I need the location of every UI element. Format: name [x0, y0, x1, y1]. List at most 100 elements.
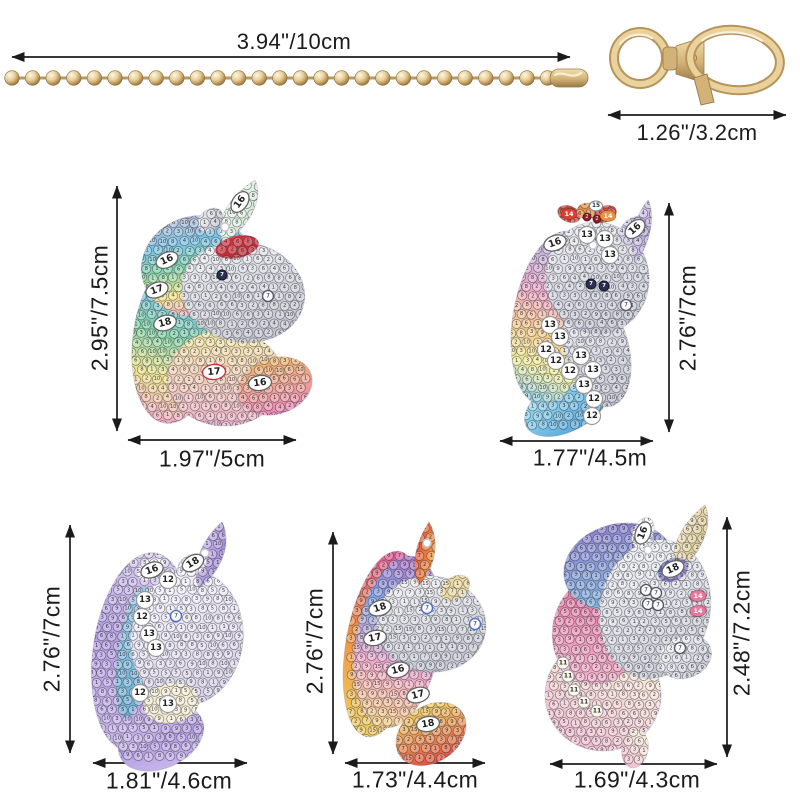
svg-text:4: 4 — [642, 284, 646, 290]
svg-text:2: 2 — [482, 719, 485, 725]
svg-text:1: 1 — [354, 700, 357, 706]
svg-text:4: 4 — [588, 266, 592, 272]
svg-text:3: 3 — [246, 385, 249, 391]
svg-text:1: 1 — [230, 192, 233, 198]
svg-text:4: 4 — [637, 202, 641, 208]
svg-text:9: 9 — [611, 728, 614, 734]
svg-text:3: 3 — [546, 375, 549, 381]
svg-text:1: 1 — [439, 700, 442, 706]
svg-text:10: 10 — [229, 377, 236, 383]
svg-text:2: 2 — [429, 534, 432, 540]
svg-text:8: 8 — [161, 275, 165, 281]
svg-text:3: 3 — [370, 525, 373, 531]
svg-text:2: 2 — [386, 754, 389, 760]
svg-text:1: 1 — [162, 220, 165, 226]
svg-text:1: 1 — [701, 628, 704, 634]
svg-text:3: 3 — [182, 293, 185, 299]
svg-text:3: 3 — [717, 508, 720, 514]
svg-text:5: 5 — [589, 564, 592, 570]
svg-text:3: 3 — [283, 193, 286, 199]
svg-text:6: 6 — [208, 303, 212, 309]
svg-text:3: 3 — [246, 349, 249, 355]
svg-text:8: 8 — [129, 422, 133, 428]
svg-text:8: 8 — [450, 755, 454, 761]
svg-text:8: 8 — [658, 756, 662, 762]
svg-text:3: 3 — [625, 200, 628, 206]
svg-text:2: 2 — [263, 321, 266, 327]
svg-text:10: 10 — [223, 385, 230, 391]
svg-text:4: 4 — [161, 385, 165, 391]
svg-text:1: 1 — [257, 293, 260, 299]
svg-text:8: 8 — [460, 756, 464, 762]
svg-text:2: 2 — [696, 655, 699, 661]
svg-text:10: 10 — [539, 385, 546, 391]
svg-text:3: 3 — [349, 543, 352, 549]
svg-text:9: 9 — [509, 237, 512, 243]
svg-text:3: 3 — [579, 564, 582, 570]
svg-text:5: 5 — [100, 670, 103, 676]
svg-text:4: 4 — [182, 422, 186, 428]
svg-text:2: 2 — [188, 248, 191, 254]
svg-text:1: 1 — [616, 664, 619, 670]
svg-text:5: 5 — [716, 655, 719, 661]
svg-text:2: 2 — [600, 247, 603, 253]
svg-text:10: 10 — [555, 210, 562, 216]
svg-text:15: 15 — [442, 581, 449, 587]
svg-text:2: 2 — [382, 562, 385, 568]
svg-text:2: 2 — [224, 423, 227, 429]
svg-text:9: 9 — [647, 275, 650, 281]
svg-text:3: 3 — [151, 220, 154, 226]
svg-text:4: 4 — [267, 219, 271, 225]
svg-text:9: 9 — [138, 660, 141, 666]
svg-text:5: 5 — [574, 535, 577, 541]
svg-text:9: 9 — [137, 642, 140, 648]
svg-text:3: 3 — [584, 292, 587, 298]
svg-text:10: 10 — [149, 349, 156, 355]
svg-text:8: 8 — [207, 652, 211, 658]
svg-text:1: 1 — [589, 210, 592, 216]
svg-text:1: 1 — [233, 588, 236, 594]
svg-text:1: 1 — [267, 311, 270, 317]
svg-text:9: 9 — [547, 210, 550, 216]
svg-text:5: 5 — [547, 747, 550, 753]
svg-text:6: 6 — [241, 340, 245, 346]
svg-text:15: 15 — [469, 553, 476, 559]
svg-text:2: 2 — [649, 627, 652, 633]
svg-text:2: 2 — [637, 683, 640, 689]
svg-text:1: 1 — [434, 581, 437, 587]
svg-text:2: 2 — [595, 664, 598, 670]
svg-text:1: 1 — [428, 736, 431, 742]
svg-text:3: 3 — [127, 587, 130, 593]
svg-text:1: 1 — [152, 725, 155, 731]
svg-text:3: 3 — [282, 340, 285, 346]
svg-text:3: 3 — [169, 660, 172, 666]
svg-text:4: 4 — [621, 283, 625, 289]
svg-text:10: 10 — [265, 368, 272, 374]
svg-text:1: 1 — [298, 422, 301, 428]
svg-text:10: 10 — [550, 422, 557, 428]
svg-text:4: 4 — [648, 256, 652, 262]
svg-text:8: 8 — [158, 753, 162, 759]
svg-text:8: 8 — [185, 597, 189, 603]
svg-text:7: 7 — [483, 663, 486, 669]
svg-text:8: 8 — [641, 321, 645, 327]
svg-text:4: 4 — [652, 394, 656, 400]
svg-text:1: 1 — [407, 644, 410, 650]
svg-text:4: 4 — [156, 339, 160, 345]
svg-text:6: 6 — [130, 312, 134, 318]
svg-text:1: 1 — [268, 201, 271, 207]
svg-text:9: 9 — [621, 395, 624, 401]
svg-text:10: 10 — [87, 559, 94, 565]
svg-text:2: 2 — [262, 211, 265, 217]
svg-text:1: 1 — [717, 619, 720, 625]
svg-text:3: 3 — [293, 210, 296, 216]
svg-text:9: 9 — [665, 544, 668, 550]
svg-text:2: 2 — [605, 665, 608, 671]
svg-text:8: 8 — [145, 359, 149, 365]
svg-text:1: 1 — [232, 661, 235, 667]
svg-text:1: 1 — [642, 748, 645, 754]
svg-text:5: 5 — [164, 541, 167, 547]
svg-text:1: 1 — [606, 573, 609, 579]
svg-text:2: 2 — [583, 201, 586, 207]
